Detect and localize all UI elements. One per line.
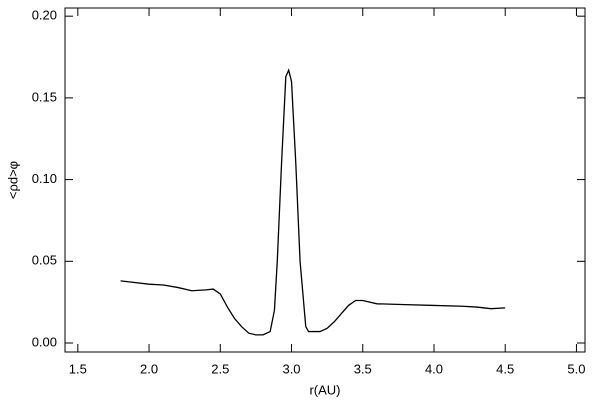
- plot-frame: [64, 7, 586, 353]
- x-tick-label: 3.5: [354, 361, 372, 376]
- y-tick-label: 0.20: [32, 8, 57, 23]
- x-tick-label: 5.0: [567, 361, 585, 376]
- x-tick-label: 2.0: [140, 361, 158, 376]
- x-tick-label: 1.5: [69, 361, 87, 376]
- data-line: [120, 68, 506, 336]
- y-axis-label: <ρd>φ: [5, 161, 20, 199]
- x-tick-label: 4.0: [425, 361, 443, 376]
- y-tick-label: 0.00: [32, 334, 57, 349]
- x-tick-label: 3.0: [282, 361, 300, 376]
- y-tick-label: 0.15: [32, 89, 57, 104]
- y-tick-label: 0.05: [32, 253, 57, 268]
- y-tick-label: 0.10: [32, 171, 57, 186]
- x-tick-label: 2.5: [211, 361, 229, 376]
- x-tick-label: 4.5: [496, 361, 514, 376]
- x-axis-label: r(AU): [309, 382, 340, 397]
